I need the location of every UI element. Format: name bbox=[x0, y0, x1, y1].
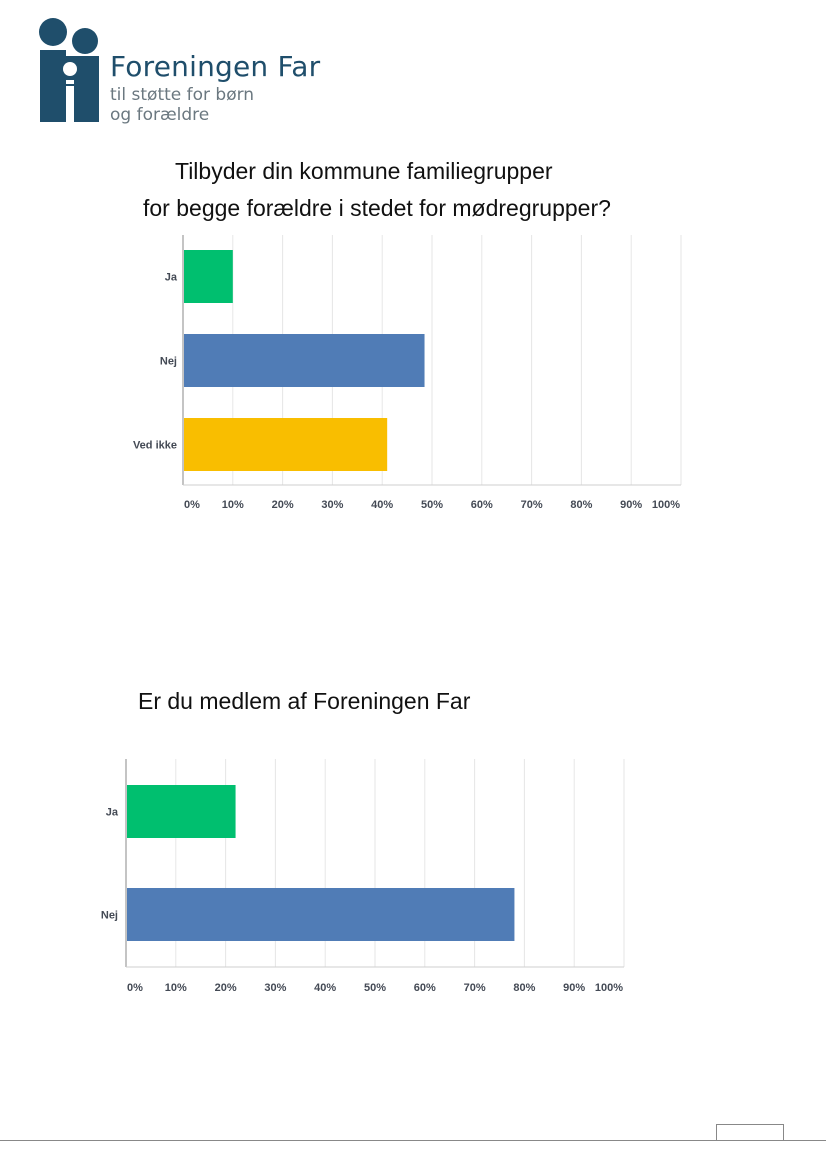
logo-tagline-1: til støtte for børn bbox=[110, 85, 255, 105]
x-tick-label: 30% bbox=[321, 499, 343, 511]
x-tick-label: 90% bbox=[563, 982, 585, 994]
chart-family-groups: Ja Nej Ved ikke 0% 10% 20% 30% 40% 50% 60% 70% 80% 9… bbox=[120, 233, 700, 523]
logo-mark-icon bbox=[39, 18, 99, 122]
question1-title-line1: Tilbyder din kommune familiegrupper bbox=[175, 158, 553, 184]
category-label: Ved ikke bbox=[133, 440, 177, 452]
category-label: Ja bbox=[165, 272, 178, 284]
x-tick-label: 40% bbox=[371, 499, 393, 511]
x-tick-label: 80% bbox=[513, 982, 535, 994]
bar-ved-ikke bbox=[184, 418, 388, 471]
x-tick-label: 10% bbox=[165, 982, 187, 994]
question2-title: Er du medlem af Foreningen Far bbox=[138, 688, 471, 714]
x-tick-label: 90% bbox=[620, 499, 642, 511]
logo: Foreningen Far til støtte for børn og fo… bbox=[38, 18, 321, 128]
question1-title-line2: for begge forældre i stedet for mødregru… bbox=[143, 195, 611, 221]
x-tick-label: 40% bbox=[314, 982, 336, 994]
bar-nej bbox=[127, 888, 515, 941]
category-label: Ja bbox=[106, 807, 119, 819]
chart-membership: Ja Nej 0% 10% 20% 30% 40% 50% 60% 70% 80% 90% 100% bbox=[60, 757, 640, 1007]
x-tick-label: 70% bbox=[521, 499, 543, 511]
category-label: Nej bbox=[160, 356, 177, 368]
x-tick-label: 100% bbox=[595, 982, 623, 994]
logo-tagline-2: og forældre bbox=[110, 105, 210, 125]
x-tick-label: 10% bbox=[222, 499, 244, 511]
x-tick-label: 20% bbox=[215, 982, 237, 994]
footer-divider bbox=[0, 1140, 826, 1141]
x-tick-label: 0% bbox=[127, 982, 143, 994]
logo-name: Foreningen Far bbox=[110, 50, 321, 83]
x-tick-label: 0% bbox=[184, 499, 200, 511]
bar-nej bbox=[184, 334, 425, 387]
bar-ja bbox=[127, 785, 236, 838]
page-number-tab bbox=[716, 1124, 784, 1141]
category-label: Nej bbox=[101, 910, 118, 922]
x-tick-label: 100% bbox=[652, 499, 680, 511]
x-tick-label: 60% bbox=[414, 982, 436, 994]
x-tick-label: 60% bbox=[471, 499, 493, 511]
x-tick-label: 80% bbox=[570, 499, 592, 511]
x-tick-label: 70% bbox=[464, 982, 486, 994]
x-tick-label: 30% bbox=[264, 982, 286, 994]
x-tick-label: 50% bbox=[421, 499, 443, 511]
x-tick-label: 50% bbox=[364, 982, 386, 994]
x-tick-label: 20% bbox=[272, 499, 294, 511]
bar-ja bbox=[184, 250, 233, 303]
